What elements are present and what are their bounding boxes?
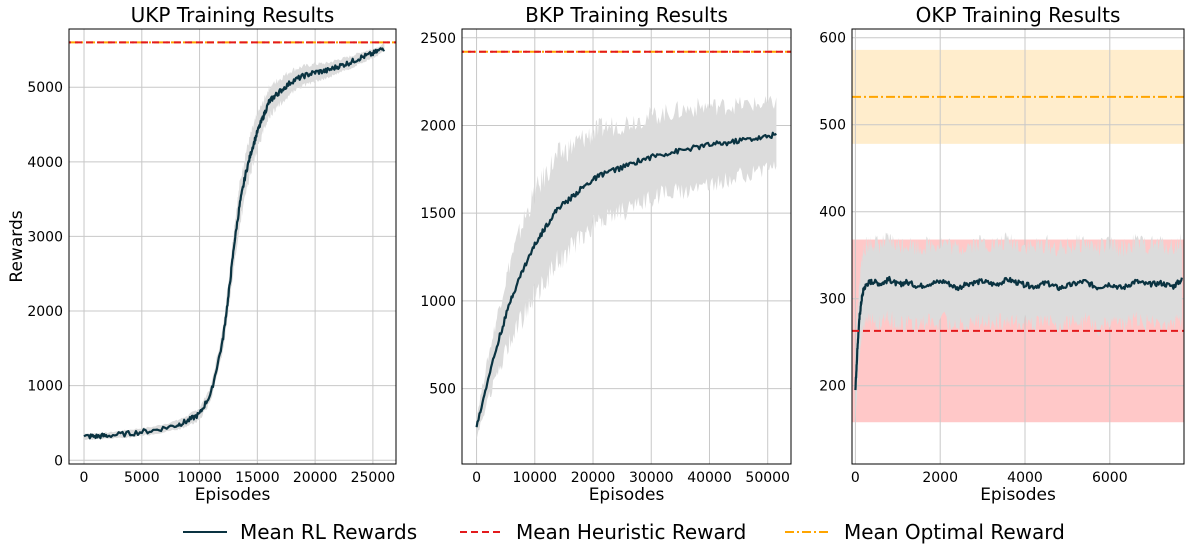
x-tick-label: 25000 [351,470,396,486]
y-tick-label: 2000 [420,118,456,134]
x-tick-label: 4000 [1007,470,1043,486]
chart-title: UKP Training Results [131,3,335,27]
x-axis-label: Episodes [195,485,271,505]
x-axis-label: Episodes [980,485,1056,505]
axes-frame [68,28,397,465]
plot-area [852,29,1184,464]
x-tick-label: 40000 [687,470,732,486]
y-tick-label: 3000 [27,229,63,245]
x-tick-label: 20000 [293,470,338,486]
x-tick-label: 15000 [235,470,280,486]
y-tick-label: 500 [819,118,846,134]
y-tick-label: 600 [819,31,846,47]
series-line-rl [854,275,1183,391]
x-tick-label: 0 [80,470,89,486]
y-axis-label: Rewards [7,210,27,282]
legend: Mean RL Rewards Mean Heuristic Reward Me… [183,520,1065,544]
panel-1: 0 5000 10000 15000 20000 25000 0 1000 2000 3000 40… [7,3,397,505]
x-tick-label: 10000 [177,470,222,486]
y-tick-label: 5000 [27,80,63,96]
y-tick-label: 1000 [27,379,63,395]
panels: 0 5000 10000 15000 20000 25000010002000300040… [7,3,1185,505]
y-tick-label: 2000 [27,304,63,320]
axes-frame [851,28,1185,465]
plot-area [462,29,791,464]
y-tick-label: 0 [54,453,63,469]
series-band [476,95,777,440]
x-tick-label: 0 [851,470,860,486]
series-line-rl [83,47,386,440]
y-tick-label: 4000 [27,155,63,171]
legend-optimal-label: Mean Optimal Reward [844,520,1065,544]
panel-2: 0 10000 20000 30000 40000 50000 500 1000 1500 200… [420,3,792,505]
x-tick-label: 5000 [124,470,160,486]
panel-3: 0 2000 4000 6000 200 300 400 500 600 OKP Training… [819,3,1185,505]
legend-heuristic-label: Mean Heuristic Reward [516,520,746,544]
x-tick-label: 30000 [629,470,674,486]
y-tick-label: 400 [819,205,846,221]
x-tick-label: 2000 [922,470,958,486]
plot-area [69,29,396,464]
legend-rl-label: Mean RL Rewards [240,520,417,544]
y-tick-label: 1000 [420,294,456,310]
x-tick-label: 10000 [513,470,558,486]
x-tick-label: 20000 [571,470,616,486]
x-tick-label: 50000 [745,470,790,486]
x-tick-label: 0 [472,470,481,486]
chart-title: BKP Training Results [525,3,728,27]
x-axis-label: Episodes [589,485,665,505]
y-tick-label: 1500 [420,206,456,222]
y-tick-label: 2500 [420,31,456,47]
y-tick-label: 200 [819,379,846,395]
chart-title: OKP Training Results [916,3,1121,27]
y-tick-label: 500 [429,382,456,398]
series-line-rl [475,131,777,428]
y-tick-label: 300 [819,292,846,308]
x-tick-label: 6000 [1092,470,1128,486]
axes-frame [461,28,792,465]
